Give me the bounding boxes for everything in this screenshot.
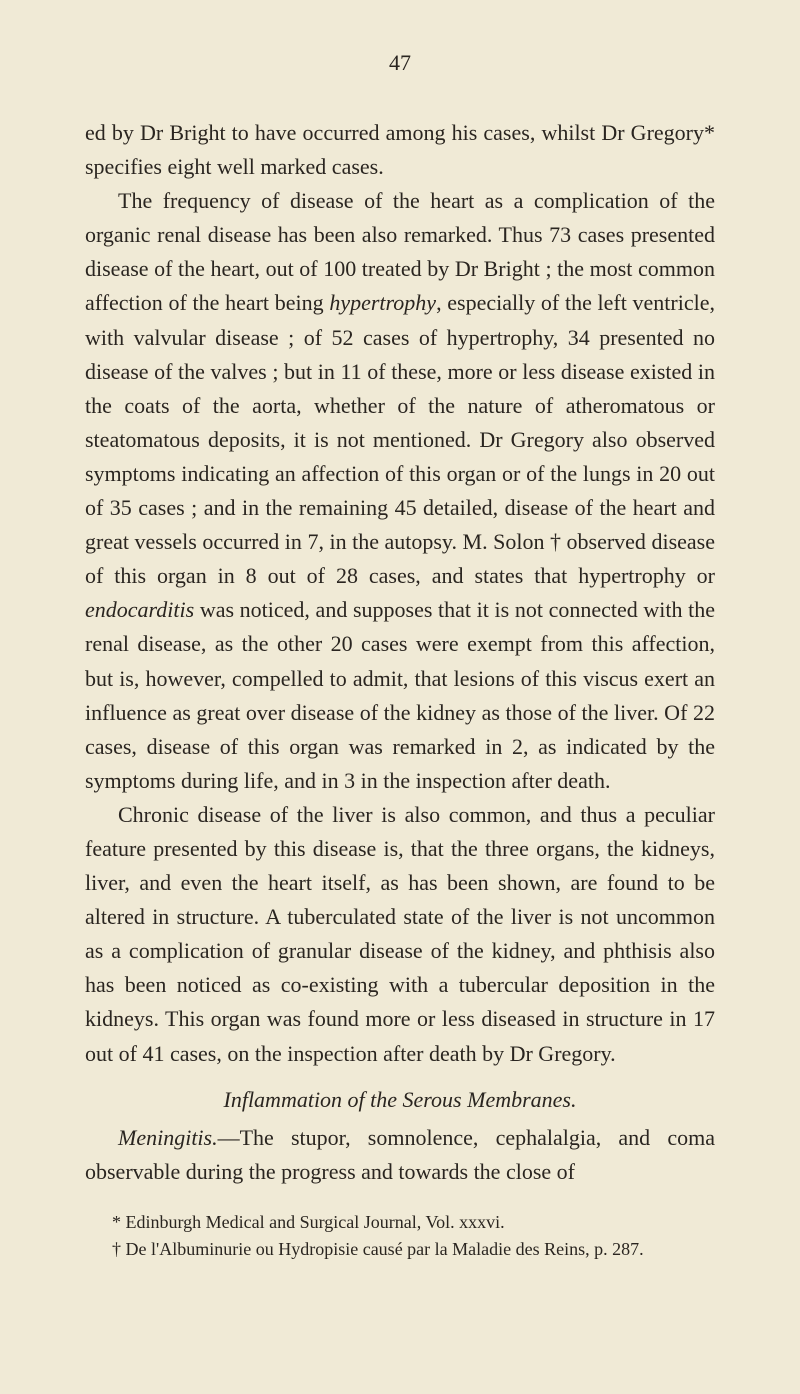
footnote-2: † De l'Albuminurie ou Hydropisie causé p… — [85, 1236, 715, 1263]
paragraph-4: Meningitis.—The stupor, somnolence, ceph… — [85, 1121, 715, 1189]
page-number: 47 — [85, 50, 715, 76]
p2-italic-hypertrophy: hypertrophy — [329, 290, 436, 315]
p2-text-3: was noticed, and supposes that it is not… — [85, 597, 715, 792]
page-container: 47 ed by Dr Bright to have occurred amon… — [0, 0, 800, 1313]
p2-italic-endocarditis: endocarditis — [85, 597, 194, 622]
paragraph-2: The frequency of disease of the heart as… — [85, 184, 715, 798]
p4-italic-meningitis: Meningitis. — [118, 1125, 218, 1150]
p2-text-2: , especially of the left ventricle, with… — [85, 290, 715, 588]
paragraph-1: ed by Dr Bright to have occurred among h… — [85, 116, 715, 184]
section-title: Inflammation of the Serous Membranes. — [85, 1083, 715, 1117]
footnote-1: * Edinburgh Medical and Surgical Journal… — [85, 1209, 715, 1236]
paragraph-3: Chronic disease of the liver is also com… — [85, 798, 715, 1071]
footnotes-container: * Edinburgh Medical and Surgical Journal… — [85, 1209, 715, 1263]
body-text-container: ed by Dr Bright to have occurred among h… — [85, 116, 715, 1189]
